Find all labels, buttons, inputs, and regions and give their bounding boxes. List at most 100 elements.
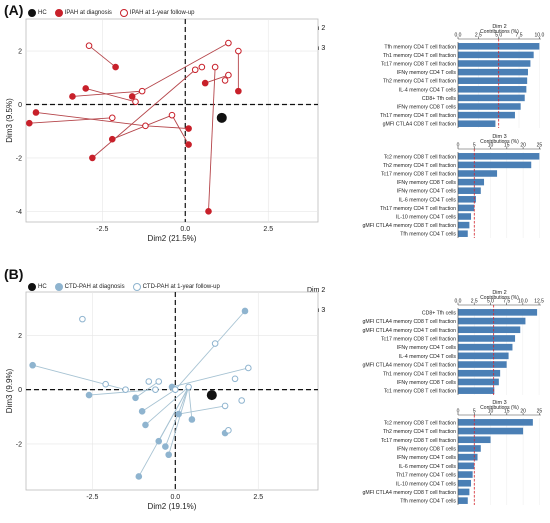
bar-tick-label: 20	[520, 409, 526, 415]
y-tick-label: 0	[18, 102, 22, 109]
bar	[458, 77, 528, 84]
bar-tick-label: 20	[520, 143, 526, 149]
pair-line	[188, 386, 193, 420]
x-tick-label: 2.5	[263, 226, 273, 233]
pair-line	[168, 386, 190, 455]
bar-category-label: Th1 memory CD4 T cell fraction	[383, 53, 456, 59]
followup-point	[225, 71, 232, 79]
followup-point	[108, 114, 116, 122]
bar-category-label: Tfh memory CD4 T cells	[400, 232, 456, 238]
diagnosis-point	[201, 79, 209, 87]
plot-frame	[25, 291, 319, 491]
bar	[458, 419, 533, 426]
bar-category-label: Th17 memory CD4 T cell fraction	[380, 113, 456, 119]
legend-hc-marker	[28, 9, 36, 17]
bar-tick-label: 0	[457, 409, 460, 415]
bar	[458, 204, 475, 212]
bar	[458, 378, 499, 386]
pair-line	[89, 389, 156, 396]
diagnosis-point	[26, 119, 33, 127]
x-tick-label: 0.0	[170, 494, 180, 501]
diagnosis-point	[165, 451, 172, 459]
bar-tick-label: 5	[473, 143, 476, 149]
followup-point	[102, 380, 109, 388]
diagnosis-point	[241, 307, 249, 315]
bar	[458, 60, 531, 67]
bar	[458, 309, 538, 316]
bar	[458, 221, 470, 229]
diagnosis-point	[112, 63, 119, 71]
bar	[458, 103, 521, 110]
bar-category-label: Th17 memory CD4 T cell fraction	[380, 206, 456, 212]
pair-line	[72, 90, 143, 97]
bar-tick-label: 7.5	[503, 299, 510, 305]
bar	[458, 178, 485, 186]
bar	[458, 170, 498, 177]
x-axis-label: Dim2 (19.1%)	[148, 502, 197, 511]
x-tick-label: -2.5	[96, 226, 108, 233]
bar-category-label: CD8+ Tfh cells	[422, 310, 456, 316]
bar	[458, 352, 509, 360]
bar	[458, 51, 534, 59]
bar-axis-title: Contributions (%)	[480, 139, 519, 145]
bar-category-label: Th2 memory CD4 T cell fraction	[383, 79, 456, 85]
bar	[458, 153, 540, 160]
followup-point	[238, 397, 245, 404]
pair-line	[171, 114, 189, 145]
bar-category-label: IFNγ memory CD4 T cells	[397, 70, 457, 76]
y-tick-label: 2	[18, 333, 22, 340]
bar	[458, 161, 532, 169]
pair-line	[92, 69, 196, 159]
bar	[458, 326, 521, 334]
diagnosis-point	[142, 421, 149, 429]
bar	[458, 196, 476, 203]
bar	[458, 68, 528, 76]
bar-category-label: gMFI CTLA4 memory CD4 T cell fraction	[363, 363, 457, 369]
bar	[458, 343, 513, 351]
bar-category-label: Tc17 memory CD8 T cell fraction	[381, 62, 456, 68]
legend-label: IPAH at 1-year follow-up	[129, 10, 195, 16]
bar-category-label: IL-4 memory CD4 T cells	[399, 354, 457, 360]
bar-category-label: IL-4 memory CD4 T cells	[399, 87, 457, 93]
bar	[458, 369, 501, 377]
bar-category-label: Th17 memory CD4 T cells	[396, 473, 456, 479]
bar	[458, 471, 473, 478]
legend-hc-marker	[28, 283, 36, 291]
pair-line	[135, 381, 159, 399]
legend-item: IPAH at diagnosis	[54, 9, 112, 17]
pair-line	[131, 42, 229, 97]
bar-tick-label: 5.0	[487, 299, 494, 305]
bar-category-label: Tc17 memory CD8 T cell fraction	[381, 438, 456, 444]
x-tick-label: -2.5	[86, 494, 98, 501]
bar-category-label: gMFI CTLA4 CD8 T cell fraction	[383, 122, 456, 128]
pair-line	[174, 310, 246, 390]
pair-line	[205, 74, 229, 84]
followup-point	[231, 375, 239, 383]
panel-label-a: (A)	[4, 2, 24, 18]
followup-point	[79, 315, 86, 323]
diagnosis-point	[138, 408, 146, 415]
x-tick-label: 0.0	[180, 226, 190, 233]
followup-point	[168, 111, 176, 119]
bar	[458, 497, 468, 504]
followup-point	[85, 42, 93, 50]
bar-tick-label: 15	[504, 409, 510, 415]
followup-point	[191, 66, 199, 74]
diagnosis-point	[162, 443, 169, 450]
diagnosis-point	[205, 208, 212, 215]
bar-category-label: IL-6 memory CD4 T cells	[399, 197, 457, 203]
bar-category-label: IFNγ memory CD8 T cells	[397, 105, 457, 111]
bar-category-label: gMFI CTLA4 memory CD4 T cell fraction	[363, 328, 457, 334]
legend-item: HC	[28, 9, 47, 17]
bar-category-label: gMFI CTLA4 memory CD8 T cell fraction	[363, 490, 457, 496]
pair-line	[208, 67, 216, 212]
bar	[458, 488, 470, 496]
bar-tick-label: 10	[488, 143, 494, 149]
bar-tick-label: 0.0	[455, 299, 462, 305]
legend-label: CTD-PAH at diagnosis	[64, 284, 125, 290]
bar	[458, 462, 475, 470]
bar	[458, 86, 527, 93]
followup-point	[185, 383, 192, 391]
bar-tick-label: 12.5	[534, 299, 544, 305]
